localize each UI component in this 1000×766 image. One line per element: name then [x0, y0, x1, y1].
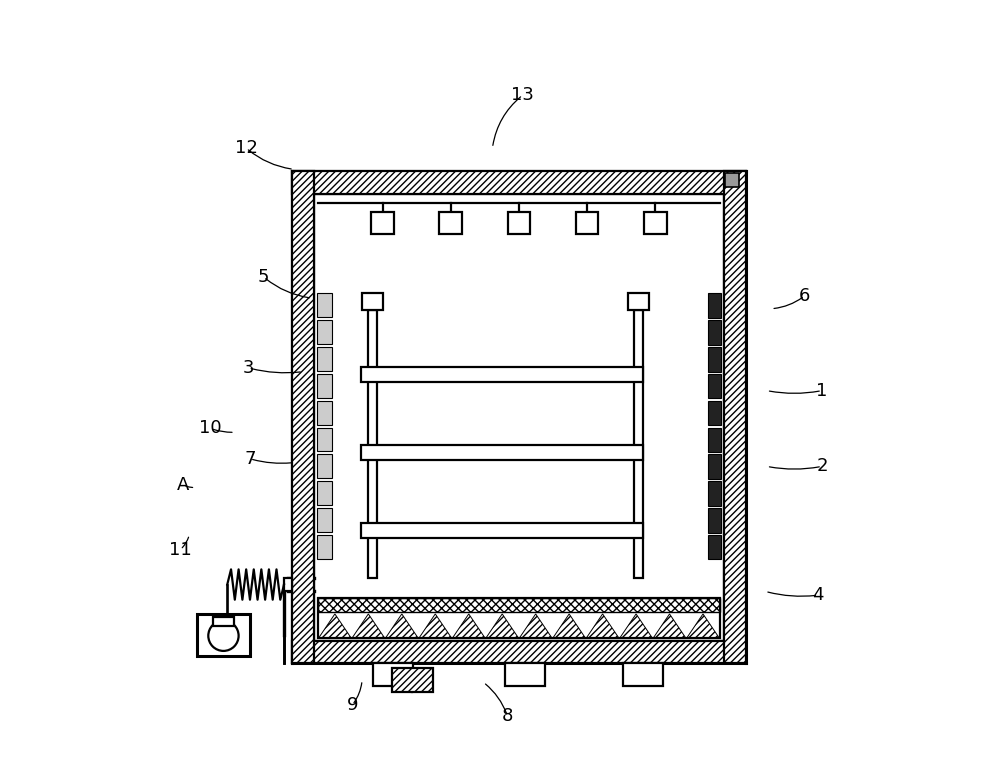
Bar [708, 347, 721, 372]
Bar [708, 481, 721, 506]
Bar [628, 293, 649, 309]
Bar [292, 171, 314, 663]
Bar [708, 454, 721, 479]
Bar [317, 293, 332, 317]
Bar [317, 535, 332, 558]
Text: 4: 4 [812, 586, 824, 604]
Bar [292, 171, 746, 194]
Bar [317, 347, 332, 371]
Bar [317, 454, 332, 478]
Bar [439, 211, 462, 234]
Polygon shape [687, 614, 719, 637]
Text: 12: 12 [235, 139, 258, 157]
Bar [362, 293, 383, 309]
Text: 8: 8 [502, 707, 513, 725]
Text: 7: 7 [244, 450, 256, 468]
Bar [508, 211, 530, 234]
Bar [724, 171, 746, 663]
Bar [708, 427, 721, 452]
Polygon shape [352, 614, 384, 637]
Bar [708, 401, 721, 425]
Bar [317, 427, 332, 451]
Bar [361, 522, 643, 538]
Text: 2: 2 [816, 457, 828, 476]
Bar [644, 211, 667, 234]
Bar [505, 663, 545, 686]
Text: 11: 11 [169, 541, 192, 558]
Bar [708, 320, 721, 345]
Text: 3: 3 [243, 358, 254, 377]
Bar [361, 367, 643, 382]
Polygon shape [453, 614, 485, 637]
Bar [317, 508, 332, 532]
Polygon shape [587, 614, 619, 637]
Bar [317, 320, 332, 344]
Text: 9: 9 [347, 696, 358, 714]
Bar [708, 508, 721, 532]
Bar [725, 173, 739, 187]
Bar [708, 535, 721, 559]
Text: 10: 10 [199, 420, 222, 437]
Text: A: A [177, 476, 189, 494]
Bar [318, 598, 720, 637]
Bar [318, 598, 720, 612]
Polygon shape [486, 614, 518, 637]
Bar [623, 663, 663, 686]
Bar [576, 211, 598, 234]
Polygon shape [654, 614, 686, 637]
Bar [317, 374, 332, 398]
Bar [708, 374, 721, 398]
Bar [392, 668, 433, 692]
Polygon shape [520, 614, 552, 637]
Polygon shape [319, 614, 351, 637]
Bar [708, 293, 721, 318]
Bar [197, 614, 250, 656]
Text: 1: 1 [816, 381, 828, 400]
Bar [213, 617, 234, 626]
Text: 5: 5 [258, 268, 269, 286]
Bar [371, 211, 394, 234]
Bar [292, 640, 746, 663]
Bar [284, 578, 292, 591]
Text: 6: 6 [799, 287, 810, 305]
Bar [314, 194, 724, 640]
Polygon shape [620, 614, 652, 637]
Bar [634, 309, 643, 578]
Bar [368, 309, 377, 578]
Polygon shape [386, 614, 418, 637]
Bar [317, 401, 332, 424]
Bar [373, 663, 413, 686]
Bar [317, 481, 332, 505]
Polygon shape [419, 614, 451, 637]
Polygon shape [553, 614, 585, 637]
Bar [361, 445, 643, 460]
Text: 13: 13 [511, 86, 534, 104]
